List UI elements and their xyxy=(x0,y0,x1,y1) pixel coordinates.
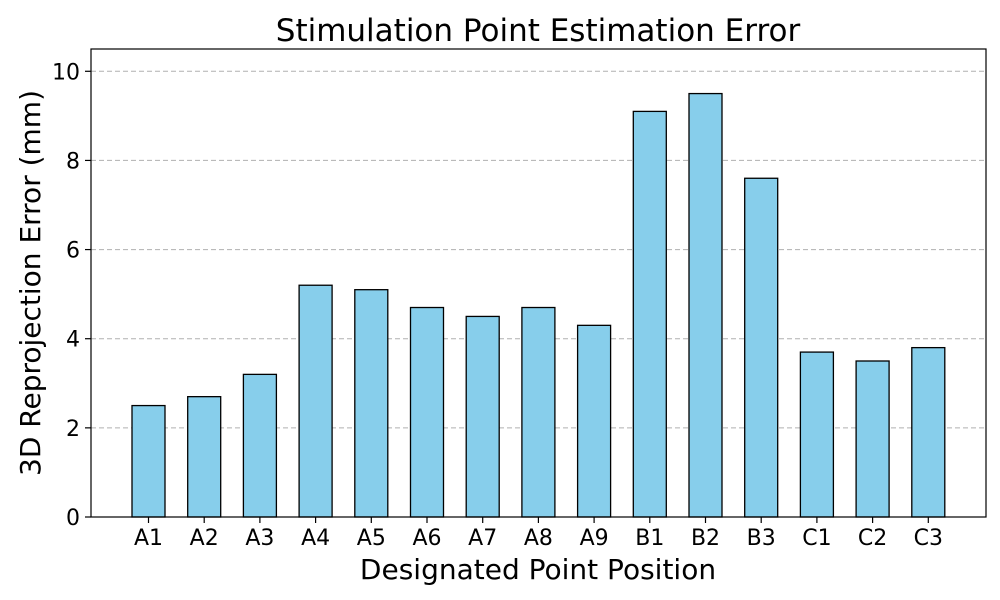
x-tick-label: A1 xyxy=(134,526,163,551)
y-tick-label: 6 xyxy=(66,239,80,264)
bar-a7 xyxy=(465,315,500,518)
y-axis-ticks: 0 2 4 6 8 10 xyxy=(52,60,91,531)
bar-a8 xyxy=(521,306,556,518)
bar-a3 xyxy=(242,373,278,518)
bar-a5 xyxy=(354,289,389,518)
bar-a4 xyxy=(298,284,333,518)
x-axis-ticks: A1 A2 A3 A4 A5 A6 A7 A8 A9 B1 B2 B3 C1 C2 C3 xyxy=(134,517,943,551)
x-tick-label: A7 xyxy=(468,526,497,551)
x-tick-label: C2 xyxy=(858,526,887,551)
x-tick-label: A8 xyxy=(524,526,553,551)
x-tick-label: B2 xyxy=(691,526,720,551)
x-tick-label: B3 xyxy=(747,526,776,551)
bar-c3 xyxy=(911,346,946,518)
bar-a6 xyxy=(409,306,445,518)
y-tick-label: 2 xyxy=(66,417,80,442)
x-tick-label: A9 xyxy=(580,526,609,551)
bar-c1 xyxy=(799,351,835,518)
x-tick-label: C1 xyxy=(802,526,831,551)
bars xyxy=(131,92,946,518)
x-tick-label: A5 xyxy=(357,526,386,551)
x-tick-label: B1 xyxy=(635,526,664,551)
x-tick-label: A3 xyxy=(245,526,274,551)
bar-b1 xyxy=(632,110,667,518)
y-tick-label: 8 xyxy=(66,149,80,174)
y-tick-label: 0 xyxy=(66,506,80,531)
y-tick-label: 4 xyxy=(66,328,80,353)
bar-a9 xyxy=(576,324,612,518)
x-tick-label: C3 xyxy=(914,526,943,551)
x-axis-label: Designated Point Position xyxy=(360,553,716,586)
y-axis-label: 3D Reprojection Error (mm) xyxy=(14,90,47,476)
bar-b2 xyxy=(688,92,723,518)
x-tick-label: A4 xyxy=(301,526,330,551)
bar-c2 xyxy=(855,360,890,518)
x-tick-label: A6 xyxy=(412,526,441,551)
bar-b3 xyxy=(744,177,779,518)
bar-a2 xyxy=(187,396,222,518)
x-tick-label: A2 xyxy=(190,526,219,551)
y-tick-label: 10 xyxy=(52,60,80,85)
chart-title: Stimulation Point Estimation Error xyxy=(276,13,801,49)
bar-a1 xyxy=(131,404,166,518)
